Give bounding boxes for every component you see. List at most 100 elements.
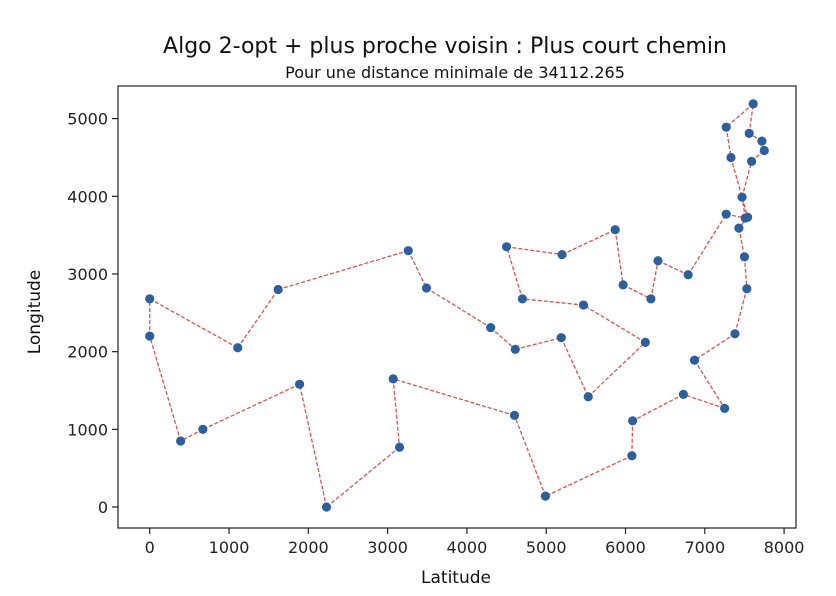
route-segment bbox=[738, 228, 746, 258]
y-tick-label: 5000 bbox=[67, 110, 108, 129]
city-point bbox=[744, 128, 754, 138]
city-point bbox=[720, 403, 730, 413]
city-point bbox=[759, 145, 769, 156]
x-tick-label: 4000 bbox=[447, 538, 488, 557]
chart-subtitle: Pour une distance minimale de 34112.265 bbox=[285, 63, 625, 82]
city-point bbox=[540, 491, 551, 501]
plot-area bbox=[117, 85, 797, 529]
city-point bbox=[556, 333, 566, 343]
route-segment bbox=[298, 384, 328, 508]
route-segment bbox=[513, 415, 547, 497]
route-segment bbox=[614, 229, 624, 285]
city-point bbox=[678, 389, 688, 399]
city-point bbox=[646, 294, 656, 304]
city-point bbox=[233, 343, 243, 353]
route-segment bbox=[560, 337, 589, 397]
city-point bbox=[683, 270, 693, 280]
chart-title: Algo 2-opt + plus proche voisin : Plus c… bbox=[163, 34, 727, 59]
x-tick-label: 6000 bbox=[605, 538, 646, 557]
city-point bbox=[273, 284, 283, 295]
route-segment bbox=[622, 284, 652, 300]
city-point bbox=[628, 416, 638, 426]
y-tick-label: 3000 bbox=[67, 265, 108, 284]
route-segment bbox=[149, 298, 239, 349]
route-segment bbox=[490, 327, 516, 350]
city-point bbox=[583, 392, 593, 402]
y-axis-ticks: 0 1000 2000 3000 4000 5000 bbox=[67, 110, 118, 517]
route-segment bbox=[407, 250, 428, 289]
city-point bbox=[739, 252, 750, 262]
x-tick-label: 1000 bbox=[209, 538, 250, 557]
city-point bbox=[421, 283, 432, 293]
route-segment bbox=[515, 337, 562, 350]
x-tick-label: 7000 bbox=[684, 538, 725, 557]
city-point bbox=[653, 256, 663, 266]
route-segment bbox=[693, 359, 726, 409]
plot-frame bbox=[117, 85, 797, 529]
city-point bbox=[294, 379, 305, 389]
route-segment bbox=[657, 260, 689, 276]
route-segment bbox=[392, 378, 515, 416]
city-point bbox=[501, 242, 512, 252]
route-segment bbox=[650, 260, 659, 299]
city-point bbox=[627, 451, 637, 461]
route-segment bbox=[748, 103, 754, 134]
route-segment bbox=[505, 246, 524, 300]
city-point bbox=[145, 331, 155, 341]
city-point bbox=[403, 246, 413, 256]
city-point bbox=[757, 136, 767, 146]
route-path-group bbox=[149, 103, 765, 508]
x-tick-label: 0 bbox=[145, 538, 155, 557]
city-point bbox=[578, 300, 589, 310]
city-points-group bbox=[145, 99, 769, 512]
route-segment bbox=[545, 455, 633, 497]
city-point bbox=[742, 284, 752, 294]
city-point bbox=[737, 192, 747, 202]
x-axis-ticks: 0 1000 2000 3000 4000 5000 6000 7000 8000 bbox=[145, 528, 805, 557]
route-segment bbox=[506, 246, 563, 256]
city-point bbox=[748, 99, 758, 109]
route-segment bbox=[741, 161, 753, 198]
route-segment bbox=[587, 341, 646, 398]
y-tick-label: 2000 bbox=[67, 343, 108, 362]
route-segment bbox=[694, 333, 736, 361]
route-segment bbox=[522, 298, 584, 306]
city-point bbox=[557, 249, 567, 260]
x-tick-label: 8000 bbox=[764, 538, 805, 557]
city-point bbox=[510, 344, 520, 354]
x-tick-label: 2000 bbox=[288, 538, 329, 557]
x-tick-label: 3000 bbox=[367, 538, 408, 557]
city-point bbox=[721, 209, 731, 219]
city-point bbox=[746, 156, 757, 166]
city-point bbox=[721, 122, 731, 132]
y-tick-label: 4000 bbox=[67, 187, 108, 206]
city-point bbox=[640, 337, 650, 347]
city-point bbox=[321, 502, 332, 512]
city-point bbox=[743, 212, 753, 222]
route-segment bbox=[426, 287, 492, 329]
city-point bbox=[176, 436, 186, 446]
route-segment bbox=[632, 393, 684, 422]
city-point bbox=[689, 355, 700, 365]
city-point bbox=[517, 294, 528, 304]
route-segment bbox=[725, 127, 732, 158]
x-tick-label: 5000 bbox=[526, 538, 567, 557]
y-tick-label: 1000 bbox=[67, 420, 108, 439]
city-point bbox=[486, 322, 496, 333]
city-point bbox=[509, 410, 520, 420]
route-segment bbox=[730, 157, 749, 218]
route-segment bbox=[583, 304, 646, 343]
city-point bbox=[730, 329, 740, 339]
route-segment bbox=[149, 335, 182, 442]
y-tick-label: 0 bbox=[98, 498, 108, 517]
city-point bbox=[145, 294, 155, 304]
city-point bbox=[394, 442, 405, 452]
route-segment bbox=[277, 250, 409, 291]
city-point bbox=[618, 280, 628, 290]
x-axis-label: Latitude bbox=[421, 568, 491, 588]
city-point bbox=[198, 424, 208, 434]
route-segment bbox=[392, 378, 401, 448]
route-segment bbox=[734, 288, 748, 334]
